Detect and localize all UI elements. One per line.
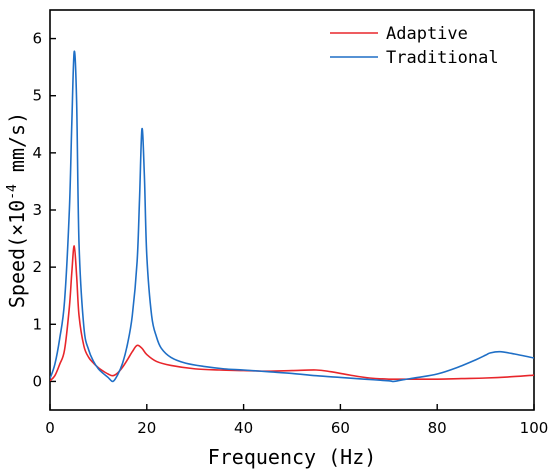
series-lines	[50, 50, 534, 383]
legend: Adaptive Traditional	[330, 24, 499, 68]
x-tick-label: 0	[45, 419, 55, 437]
y-tick-label: 6	[32, 30, 42, 48]
y-tick-label: 4	[32, 144, 42, 162]
y-axis-title-exponent: -4	[5, 184, 20, 200]
y-axis-title-unit: mm/s)	[5, 112, 29, 184]
y-tick-label: 5	[32, 87, 42, 105]
legend-label-traditional: Traditional	[386, 48, 499, 68]
x-axis-ticks: 0 20 40 60 80 100	[45, 404, 548, 437]
x-tick-label: 100	[520, 419, 549, 437]
y-tick-label: 0	[32, 372, 42, 390]
y-tick-label: 2	[32, 258, 42, 276]
y-tick-label: 1	[32, 315, 42, 333]
series-line-adaptive	[50, 245, 534, 382]
y-tick-label: 3	[32, 201, 42, 219]
y-axis-title: Speed(×10-4 mm/s)	[5, 112, 29, 308]
legend-label-adaptive: Adaptive	[386, 24, 468, 44]
x-tick-label: 20	[137, 419, 156, 437]
plot-frame	[49, 9, 535, 411]
x-tick-label: 40	[234, 419, 253, 437]
y-axis-title-main: Speed(×10	[5, 200, 29, 308]
x-axis-title: Frequency (Hz)	[208, 445, 377, 469]
series-line-traditional	[50, 50, 534, 383]
x-tick-label: 60	[331, 419, 350, 437]
x-tick-label: 80	[428, 419, 447, 437]
y-axis-ticks: 0 1 2 3 4 5 6	[32, 30, 56, 390]
